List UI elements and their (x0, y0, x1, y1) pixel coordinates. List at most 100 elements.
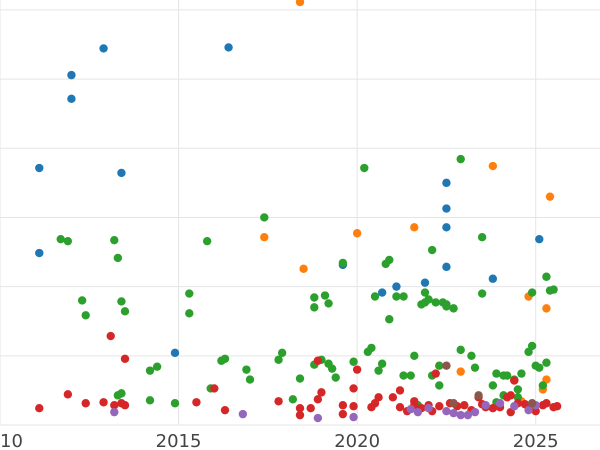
data-point-s2-61 (435, 361, 444, 370)
data-point-s2-47 (392, 292, 401, 301)
data-point-s0-7 (224, 43, 233, 52)
data-point-s3-27 (395, 386, 405, 395)
data-point-s3-55 (542, 399, 551, 408)
data-point-s3-9 (192, 398, 201, 407)
data-point-s2-67 (456, 345, 465, 355)
data-point-s2-57 (427, 245, 437, 255)
data-point-s2-40 (367, 343, 376, 353)
data-point-s2-9 (117, 389, 126, 398)
x-axis-ticks: 2010 2015 2020 2025 (0, 431, 559, 450)
data-point-s3-17 (313, 356, 323, 365)
data-point-s4-12 (481, 401, 490, 410)
data-point-s2-41 (370, 292, 380, 301)
data-point-s2-13 (185, 289, 194, 298)
data-point-s2-26 (295, 374, 305, 383)
data-point-s2-27 (310, 293, 319, 302)
data-point-s4-5 (413, 407, 423, 417)
data-point-s2-69 (470, 363, 480, 372)
data-point-s2-64 (449, 304, 458, 313)
data-point-s4-9 (456, 410, 465, 420)
data-point-s2-33 (320, 291, 330, 300)
data-point-s2-58 (431, 298, 440, 307)
data-point-s2-75 (488, 381, 498, 390)
data-point-s0-4 (35, 248, 44, 258)
data-point-s3-22 (349, 384, 358, 393)
data-point-s0-11 (420, 278, 430, 287)
data-point-s3-29 (395, 403, 405, 412)
data-point-s3-36 (435, 402, 444, 411)
data-point-s4-15 (524, 405, 533, 415)
data-point-s2-35 (331, 373, 340, 382)
data-point-s4-10 (463, 410, 473, 420)
data-point-s3-45 (488, 403, 498, 413)
chart-grid (0, 0, 600, 426)
data-point-s1-2 (299, 264, 308, 274)
data-point-s0-10 (392, 282, 401, 291)
data-point-s2-36 (338, 258, 348, 268)
data-point-s2-0 (56, 234, 65, 244)
data-point-s4-6 (424, 403, 433, 413)
data-point-s5-2 (474, 391, 483, 400)
data-point-s1-4 (410, 223, 419, 232)
data-point-s0-0 (35, 163, 44, 173)
data-point-s3-2 (81, 399, 90, 408)
data-point-s2-14 (185, 309, 194, 318)
data-point-s2-81 (527, 288, 537, 297)
data-point-s2-4 (110, 235, 119, 245)
data-point-s4-14 (510, 402, 519, 411)
data-point-s2-87 (538, 381, 548, 390)
data-point-s3-16 (313, 395, 323, 404)
data-point-s2-34 (324, 299, 333, 308)
data-point-s2-45 (385, 255, 394, 265)
data-point-s0-13 (442, 204, 451, 213)
data-point-s0-9 (377, 288, 387, 297)
data-point-s2-84 (542, 272, 551, 281)
data-point-s4-1 (238, 409, 248, 419)
data-point-s2-65 (435, 381, 444, 390)
data-point-s3-57 (552, 402, 562, 411)
data-point-s0-16 (488, 274, 498, 283)
data-point-s2-46 (385, 315, 394, 324)
data-point-s1-1 (260, 233, 269, 242)
data-point-s3-7 (120, 401, 130, 410)
data-point-s4-11 (470, 407, 480, 417)
data-point-s3-21 (349, 402, 358, 411)
data-point-s0-3 (99, 44, 108, 53)
data-point-s2-55 (420, 288, 430, 297)
data-point-s2-24 (277, 348, 287, 358)
data-point-s2-43 (377, 359, 387, 368)
data-point-s3-33 (410, 397, 419, 406)
x-tick-label-2: 2020 (334, 431, 380, 450)
data-point-s2-20 (242, 365, 251, 374)
data-point-s1-6 (488, 161, 498, 171)
data-point-s3-28 (388, 393, 398, 402)
data-point-s4-2 (313, 413, 323, 423)
data-point-s2-51 (410, 351, 419, 361)
data-point-s1-9 (545, 192, 555, 201)
data-point-s3-40 (460, 401, 469, 410)
data-point-s4-3 (349, 412, 358, 422)
data-point-s4-0 (110, 407, 119, 417)
data-point-s0-6 (170, 348, 180, 358)
data-point-s2-50 (406, 371, 415, 380)
data-point-s5-3 (527, 399, 537, 408)
data-point-s2-83 (542, 358, 551, 367)
chart-points (35, 0, 562, 423)
data-point-s3-12 (274, 397, 283, 406)
data-point-s2-23 (274, 355, 283, 364)
data-point-s3-14 (295, 410, 305, 420)
x-tick-label-1: 2015 (156, 431, 202, 450)
data-point-s2-7 (120, 307, 130, 316)
data-point-s2-86 (549, 285, 558, 294)
data-point-s3-0 (35, 403, 44, 413)
data-point-s2-37 (360, 163, 369, 173)
data-point-s1-0 (295, 0, 305, 7)
data-point-s2-79 (527, 341, 537, 351)
data-point-s2-1 (63, 236, 73, 246)
data-point-s4-7 (442, 406, 451, 416)
data-point-s5-0 (442, 361, 451, 370)
data-point-s2-72 (492, 369, 501, 378)
data-point-s3-18 (317, 388, 326, 397)
data-point-s2-2 (77, 296, 87, 305)
data-point-s4-13 (495, 399, 505, 408)
